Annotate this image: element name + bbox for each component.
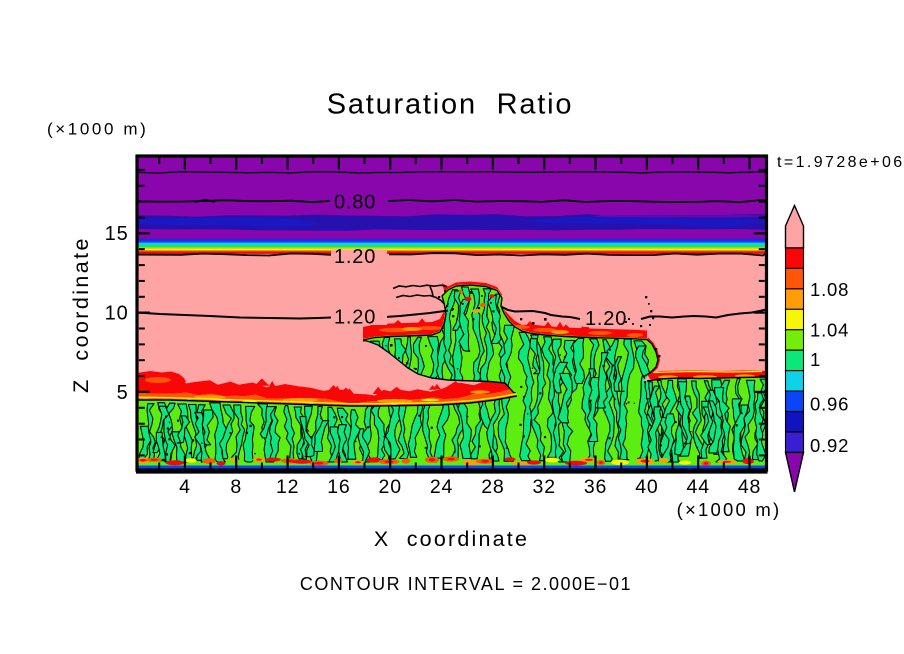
svg-text:X coordinate: X coordinate bbox=[374, 527, 529, 551]
svg-text:44: 44 bbox=[687, 476, 710, 498]
svg-text:0.96: 0.96 bbox=[810, 394, 849, 415]
svg-text:Z coordinate: Z coordinate bbox=[69, 236, 93, 393]
svg-text:1.04: 1.04 bbox=[810, 320, 849, 341]
svg-text:0.80: 0.80 bbox=[334, 192, 376, 214]
svg-text:36: 36 bbox=[584, 476, 607, 498]
svg-text:5: 5 bbox=[117, 382, 129, 404]
svg-text:15: 15 bbox=[105, 223, 129, 245]
svg-text:1.20: 1.20 bbox=[585, 308, 627, 330]
svg-text:4: 4 bbox=[179, 476, 191, 498]
svg-text:(×1000 m): (×1000 m) bbox=[677, 499, 782, 520]
svg-text:28: 28 bbox=[481, 476, 504, 498]
svg-text:12: 12 bbox=[276, 476, 299, 498]
svg-text:CONTOUR INTERVAL = 2.000E−01: CONTOUR INTERVAL = 2.000E−01 bbox=[300, 574, 632, 594]
svg-text:1.08: 1.08 bbox=[810, 279, 849, 300]
svg-text:32: 32 bbox=[533, 476, 556, 498]
svg-text:1.20: 1.20 bbox=[334, 307, 376, 329]
svg-text:(×1000 m): (×1000 m) bbox=[47, 120, 148, 139]
svg-text:20: 20 bbox=[379, 476, 402, 498]
svg-text:1: 1 bbox=[810, 349, 821, 370]
svg-text:Saturation Ratio: Saturation Ratio bbox=[327, 89, 574, 121]
svg-text:48: 48 bbox=[738, 476, 761, 498]
svg-text:8: 8 bbox=[230, 476, 242, 498]
svg-text:t=1.9728e+06: t=1.9728e+06 bbox=[777, 154, 904, 171]
svg-text:16: 16 bbox=[327, 476, 350, 498]
svg-text:1.20: 1.20 bbox=[334, 246, 376, 268]
svg-text:40: 40 bbox=[635, 476, 658, 498]
svg-text:10: 10 bbox=[105, 303, 129, 325]
svg-text:0.92: 0.92 bbox=[810, 435, 849, 456]
svg-text:24: 24 bbox=[430, 476, 453, 498]
